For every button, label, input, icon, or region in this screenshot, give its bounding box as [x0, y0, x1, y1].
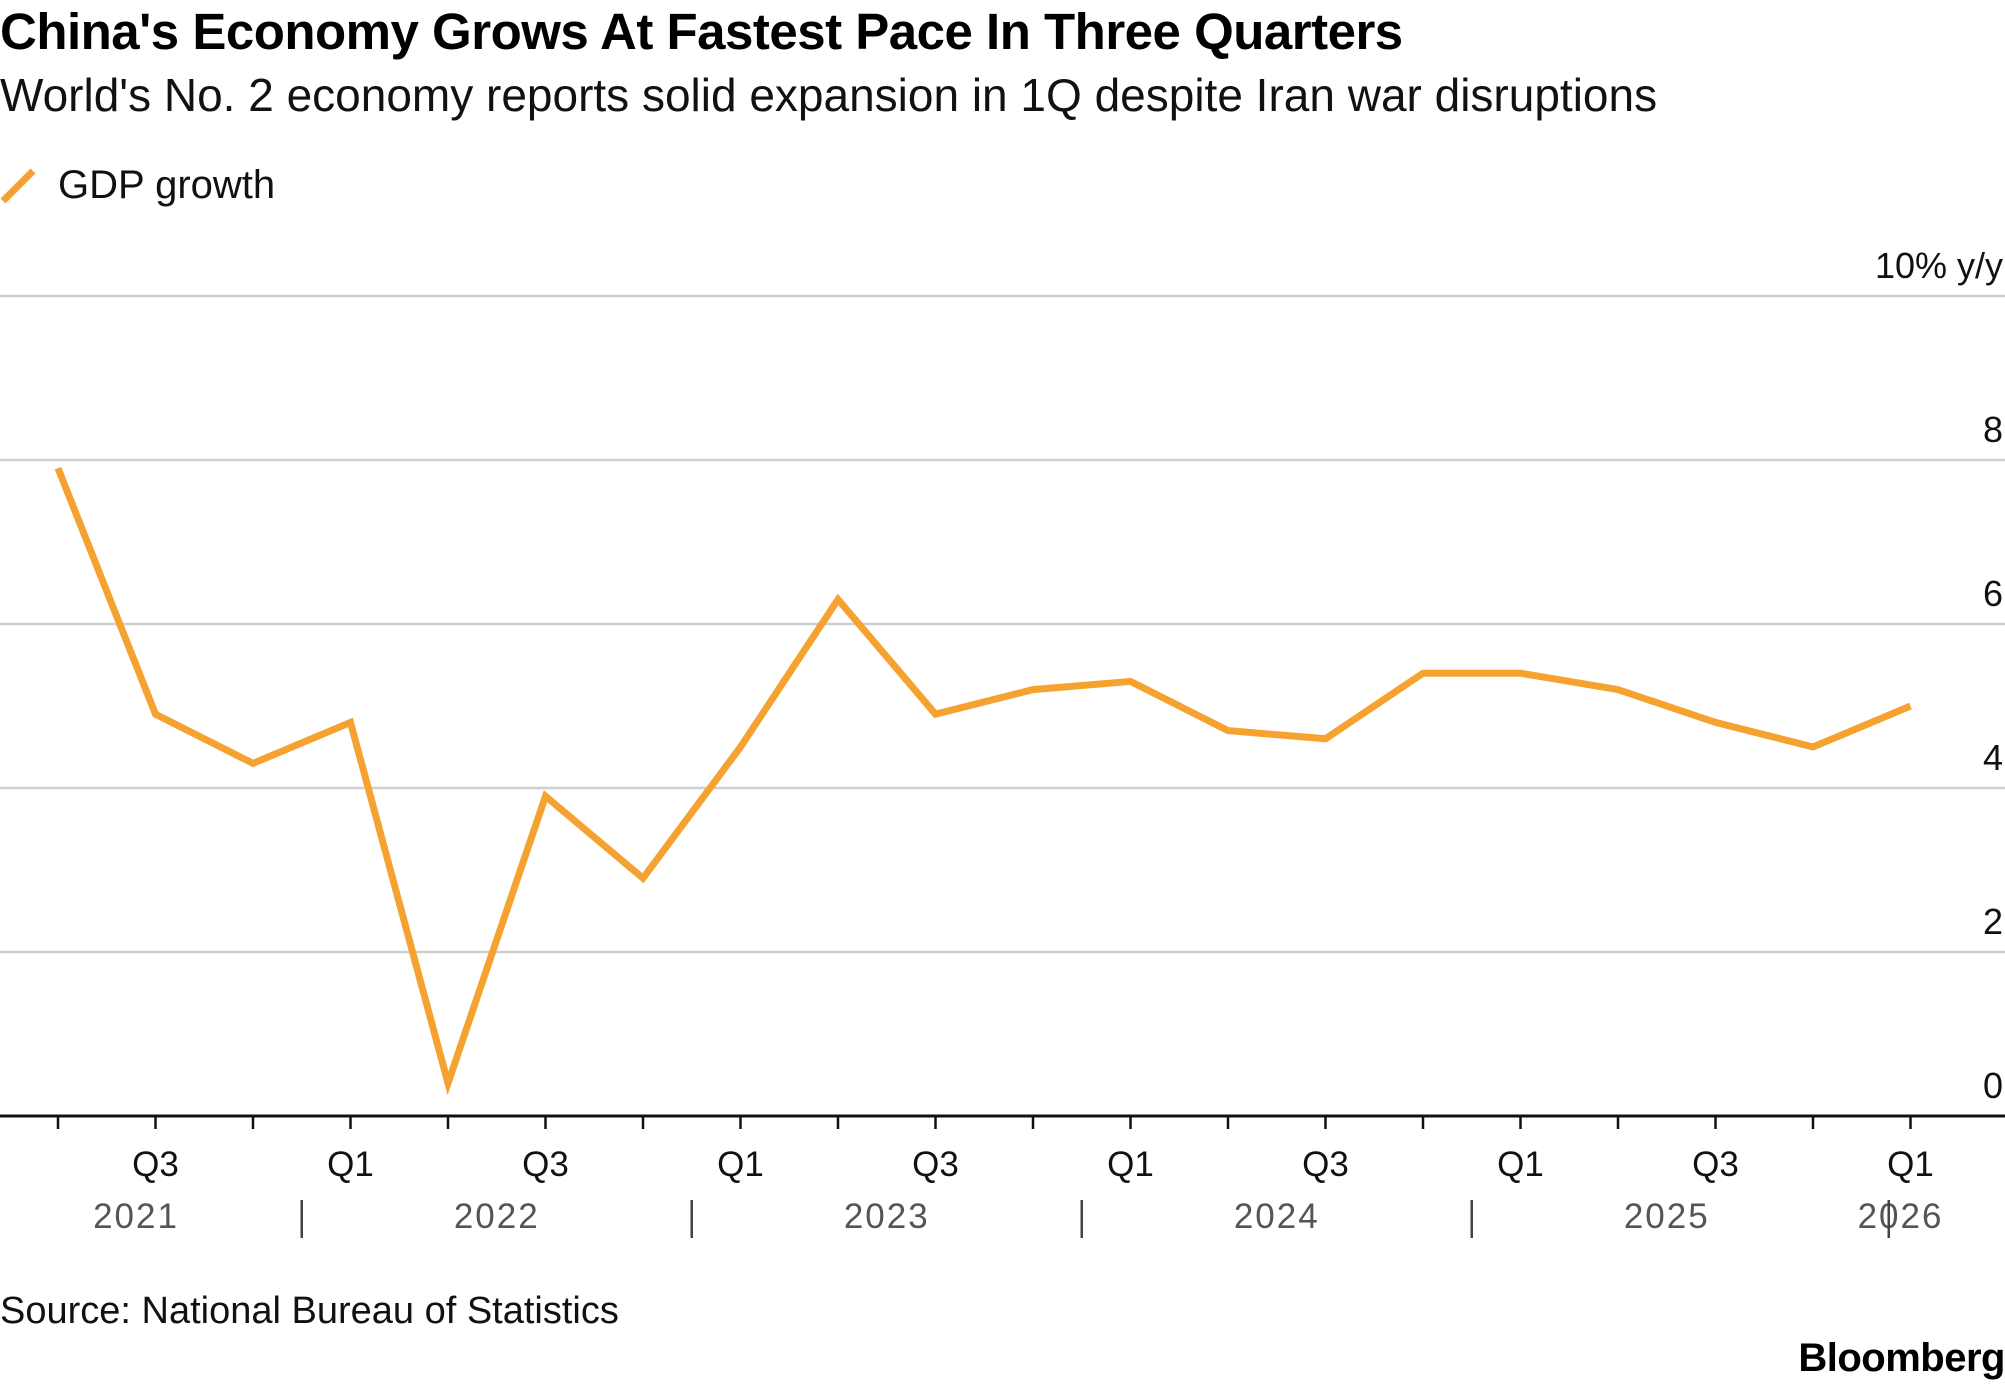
quarter-label-2021-Q3: Q3: [132, 1145, 179, 1184]
chart-subtitle: World's No. 2 economy reports solid expa…: [0, 69, 1658, 121]
legend-swatch-gdp-growth: [0, 168, 36, 204]
data-point-2026-Q1: [1907, 703, 1914, 710]
quarter-label-2025-Q3: Q3: [1692, 1145, 1739, 1184]
source-note: Source: National Bureau of Statistics: [0, 1290, 619, 1332]
quarter-label-2026-Q1: Q1: [1887, 1145, 1934, 1184]
data-point-2024-Q2: [1225, 727, 1232, 734]
year-label-2024: 2024: [1234, 1197, 1320, 1236]
data-point-2024-Q4: [1420, 670, 1427, 677]
y-tick-label-0: 0: [1983, 1065, 2003, 1106]
year-label-2025: 2025: [1624, 1197, 1710, 1236]
quarter-label-2024-Q3: Q3: [1302, 1145, 1349, 1184]
data-point-2025-Q3: [1712, 719, 1719, 726]
quarter-label-2022-Q1: Q1: [327, 1145, 374, 1184]
data-point-2022-Q4: [640, 875, 647, 882]
data-point-2022-Q3: [542, 793, 549, 800]
series-line-gdp-growth: [54, 466, 1912, 1096]
legend-label-gdp-growth: GDP growth: [58, 162, 276, 207]
series-layer: [54, 465, 1914, 1096]
data-point-2025-Q4: [1810, 744, 1817, 751]
quarter-label-2023-Q1: Q1: [717, 1145, 764, 1184]
data-point-2024-Q3: [1322, 735, 1329, 742]
y-tick-label-8: 8: [1983, 409, 2003, 450]
y-axis-labels: 0 2 4 6 8 10% y/y: [1875, 245, 2003, 1106]
y-tick-label-4: 4: [1983, 737, 2003, 778]
data-point-2022-Q1: [347, 719, 354, 726]
y-tick-label-2: 2: [1983, 901, 2003, 942]
y-tick-label-6: 6: [1983, 573, 2003, 614]
quarter-label-2024-Q1: Q1: [1107, 1145, 1154, 1184]
data-point-2023-Q1: [737, 744, 744, 751]
data-point-2025-Q2: [1615, 686, 1622, 693]
data-point-2021-Q4: [250, 760, 257, 767]
year-label-2022: 2022: [454, 1197, 540, 1236]
gridlines: [0, 294, 2005, 954]
quarter-label-2023-Q3: Q3: [912, 1145, 959, 1184]
data-point-2021-Q2: [55, 465, 62, 472]
year-label-2021: 2021: [93, 1197, 179, 1236]
data-point-2023-Q2: [835, 596, 842, 603]
chart-title: China's Economy Grows At Fastest Pace In…: [0, 3, 1403, 60]
quarter-label-2025-Q1: Q1: [1497, 1145, 1544, 1184]
year-label-2023: 2023: [844, 1197, 930, 1236]
x-axis-labels: Q3 Q1 Q3 Q1 Q3 Q1 Q3 Q1 Q3 Q1 2021 2022 2023 2024 2025…: [93, 1145, 1944, 1238]
bloomberg-logo: Bloomberg: [1798, 1336, 2005, 1380]
data-point-2021-Q3: [152, 711, 159, 718]
data-point-2025-Q1: [1517, 670, 1524, 677]
legend: GDP growth: [0, 160, 275, 210]
y-tick-label-10: 10% y/y: [1875, 245, 2003, 286]
data-point-2023-Q3: [932, 711, 939, 718]
year-label-2026: 2026: [1858, 1197, 1944, 1236]
data-point-2024-Q1: [1127, 678, 1134, 685]
quarter-label-2022-Q3: Q3: [522, 1145, 569, 1184]
x-axis: [0, 1114, 2005, 1129]
data-point-2022-Q2: [445, 1080, 452, 1087]
data-point-2023-Q4: [1030, 686, 1037, 693]
